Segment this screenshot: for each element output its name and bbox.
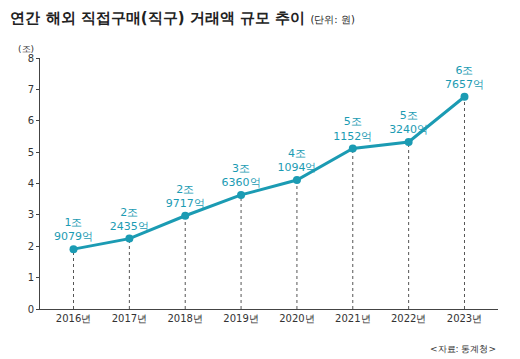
svg-text:1: 1 xyxy=(28,272,34,283)
svg-text:2018년: 2018년 xyxy=(167,313,202,324)
svg-text:2: 2 xyxy=(28,241,34,252)
svg-text:2020년: 2020년 xyxy=(279,313,314,324)
svg-text:2017년: 2017년 xyxy=(112,313,147,324)
svg-text:3조6360억: 3조6360억 xyxy=(222,162,261,189)
svg-text:(조): (조) xyxy=(18,44,34,54)
svg-text:6: 6 xyxy=(28,115,34,126)
svg-text:연간 해외 직접구매(직구) 거래액 규모 추이 (단위:: 연간 해외 직접구매(직구) 거래액 규모 추이 (단위: 원) xyxy=(10,9,354,27)
svg-text:3: 3 xyxy=(28,209,34,220)
svg-text:2022년: 2022년 xyxy=(391,313,426,324)
svg-text:2021년: 2021년 xyxy=(335,313,370,324)
svg-text:2019년: 2019년 xyxy=(223,313,258,324)
svg-text:5조1152억: 5조1152억 xyxy=(333,115,372,142)
svg-text:1조9079억: 1조9079억 xyxy=(54,216,93,243)
svg-text:2조9717억: 2조9717억 xyxy=(166,183,205,210)
svg-text:6조7657억: 6조7657억 xyxy=(445,64,484,91)
svg-text:2023년: 2023년 xyxy=(447,313,482,324)
svg-text:0: 0 xyxy=(28,304,34,315)
svg-text:5조3240억: 5조3240억 xyxy=(389,109,428,136)
svg-text:4: 4 xyxy=(28,178,34,189)
svg-text:8: 8 xyxy=(28,53,34,64)
svg-text:5: 5 xyxy=(28,147,34,158)
svg-text:2016년: 2016년 xyxy=(56,313,91,324)
svg-text:7: 7 xyxy=(28,84,34,95)
svg-text:4조1094억: 4조1094억 xyxy=(277,147,316,174)
svg-text:2조2435억: 2조2435억 xyxy=(110,206,149,233)
svg-text:<자료: 통계청>: <자료: 통계청> xyxy=(430,344,496,354)
